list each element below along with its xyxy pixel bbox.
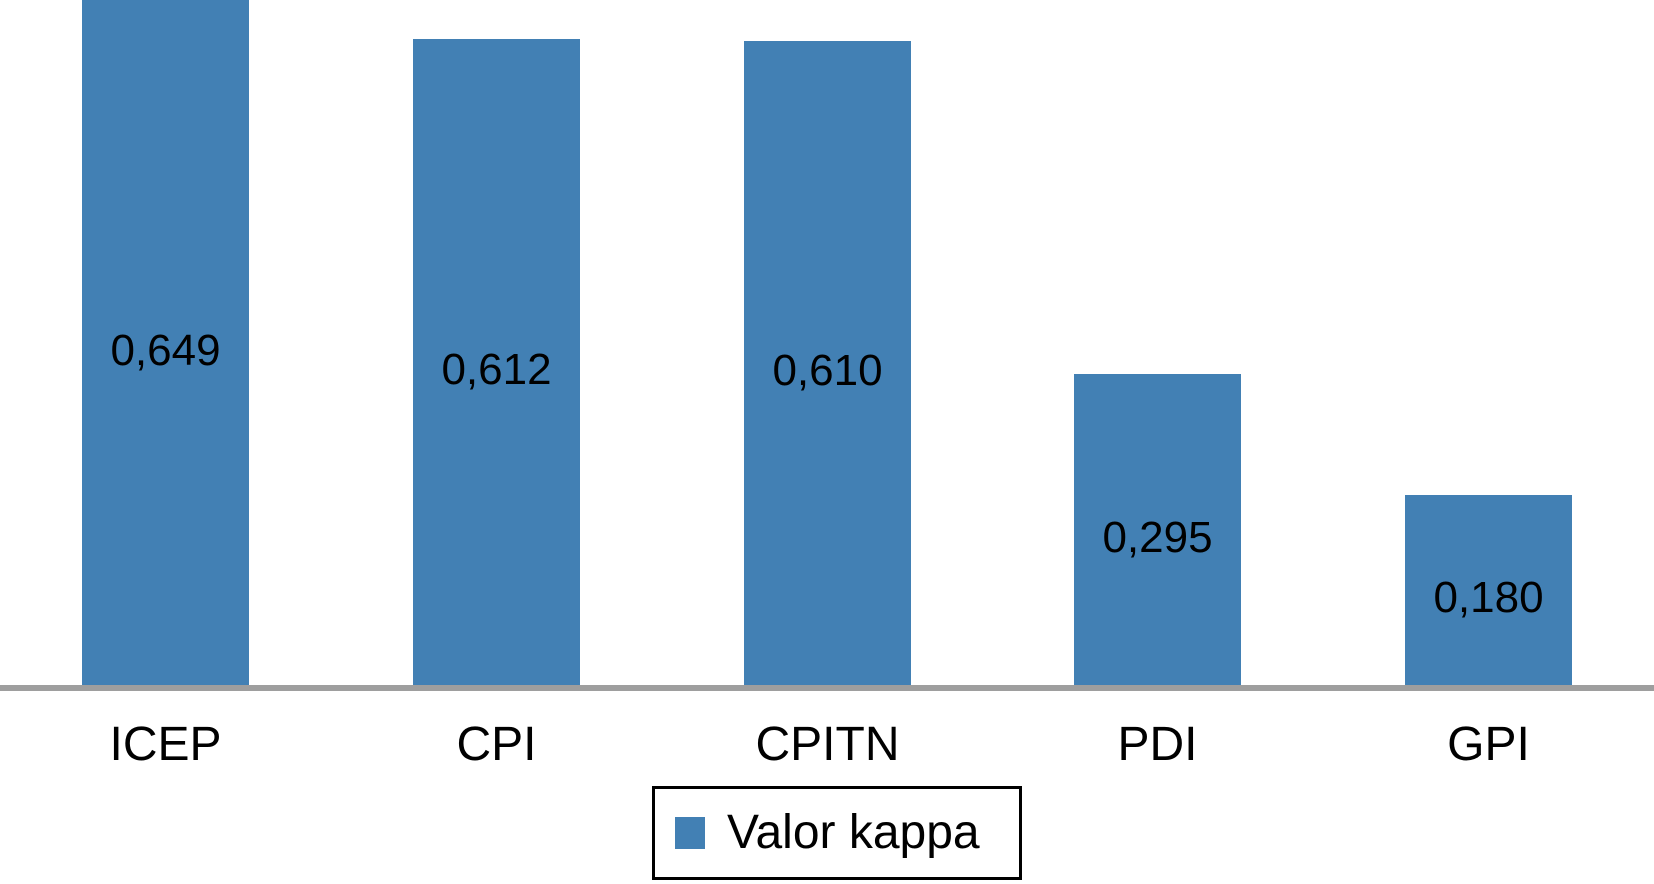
bar-icep	[82, 0, 249, 685]
category-label-cpi: CPI	[456, 718, 537, 771]
bar-value-label-cpitn: 0,610	[772, 346, 883, 395]
legend-label: Valor kappa	[727, 806, 980, 859]
bar-value-label-cpi: 0,612	[441, 345, 552, 394]
x-axis-line	[0, 685, 1654, 691]
bar-pdi	[1074, 374, 1241, 685]
bar-value-label-gpi: 0,180	[1433, 573, 1544, 622]
category-label-pdi: PDI	[1117, 718, 1198, 771]
legend-swatch-icon	[675, 817, 705, 849]
category-label-cpitn: CPITN	[755, 718, 900, 771]
category-label-gpi: GPI	[1447, 718, 1530, 771]
bar-cpi	[413, 39, 580, 685]
bar-value-label-pdi: 0,295	[1102, 513, 1213, 562]
legend: Valor kappa	[652, 786, 1022, 880]
bar-gpi	[1405, 495, 1572, 685]
bar-value-label-icep: 0,649	[110, 326, 221, 375]
category-label-icep: ICEP	[109, 718, 222, 771]
bar-cpitn	[744, 41, 911, 685]
